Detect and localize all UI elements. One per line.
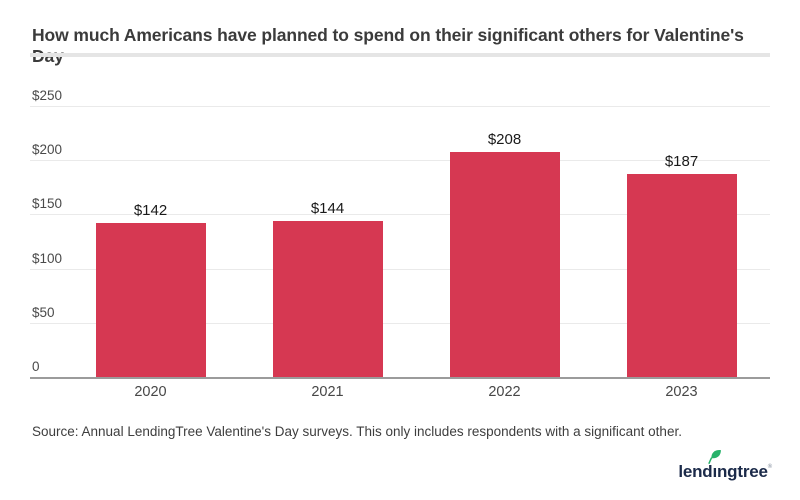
gridline [30, 214, 770, 216]
x-axis-label: 2022 [488, 384, 521, 400]
bar [95, 223, 206, 377]
y-axis-label: $200 [32, 142, 63, 158]
y-axis-label: $100 [32, 250, 63, 266]
y-axis-label: $150 [32, 196, 63, 212]
x-axis-label: 2021 [311, 384, 344, 400]
source-note: Source: Annual LendingTree Valentine's D… [32, 424, 682, 439]
gridline [30, 160, 770, 162]
y-axis-label: 0 [32, 359, 40, 374]
logo-text-post: ngtree [717, 462, 768, 481]
bar [626, 174, 737, 377]
leaf-icon [708, 449, 722, 464]
x-axis-label: 2023 [665, 384, 698, 400]
title-divider [30, 53, 770, 57]
bar [272, 220, 383, 377]
x-axis-line [30, 377, 770, 379]
y-axis-label: $250 [32, 88, 63, 103]
y-axis-label: $50 [32, 304, 55, 320]
chart-title: How much Americans have planned to spend… [32, 25, 744, 66]
registered-trademark: ® [767, 464, 772, 470]
gridline [30, 106, 770, 107]
gridline [30, 268, 770, 270]
bar-value-label: $142 [133, 202, 168, 220]
bar-value-label: $208 [487, 130, 522, 148]
logo-letter-i: ı [708, 450, 722, 482]
bar-chart: $250 $200 $150 $100 $50 0 $142 2020 $144 2021 $208… [30, 85, 770, 400]
bar-value-label: $187 [664, 153, 699, 171]
lendingtree-logo: lendı ngtree® [678, 448, 772, 482]
x-axis-label: 2020 [134, 384, 167, 400]
logo-wordmark: lendı ngtree® [678, 450, 772, 482]
logo-text-pre: lend [678, 462, 713, 481]
bar [449, 151, 560, 377]
bar-value-label: $144 [310, 199, 345, 217]
gridline [30, 322, 770, 324]
